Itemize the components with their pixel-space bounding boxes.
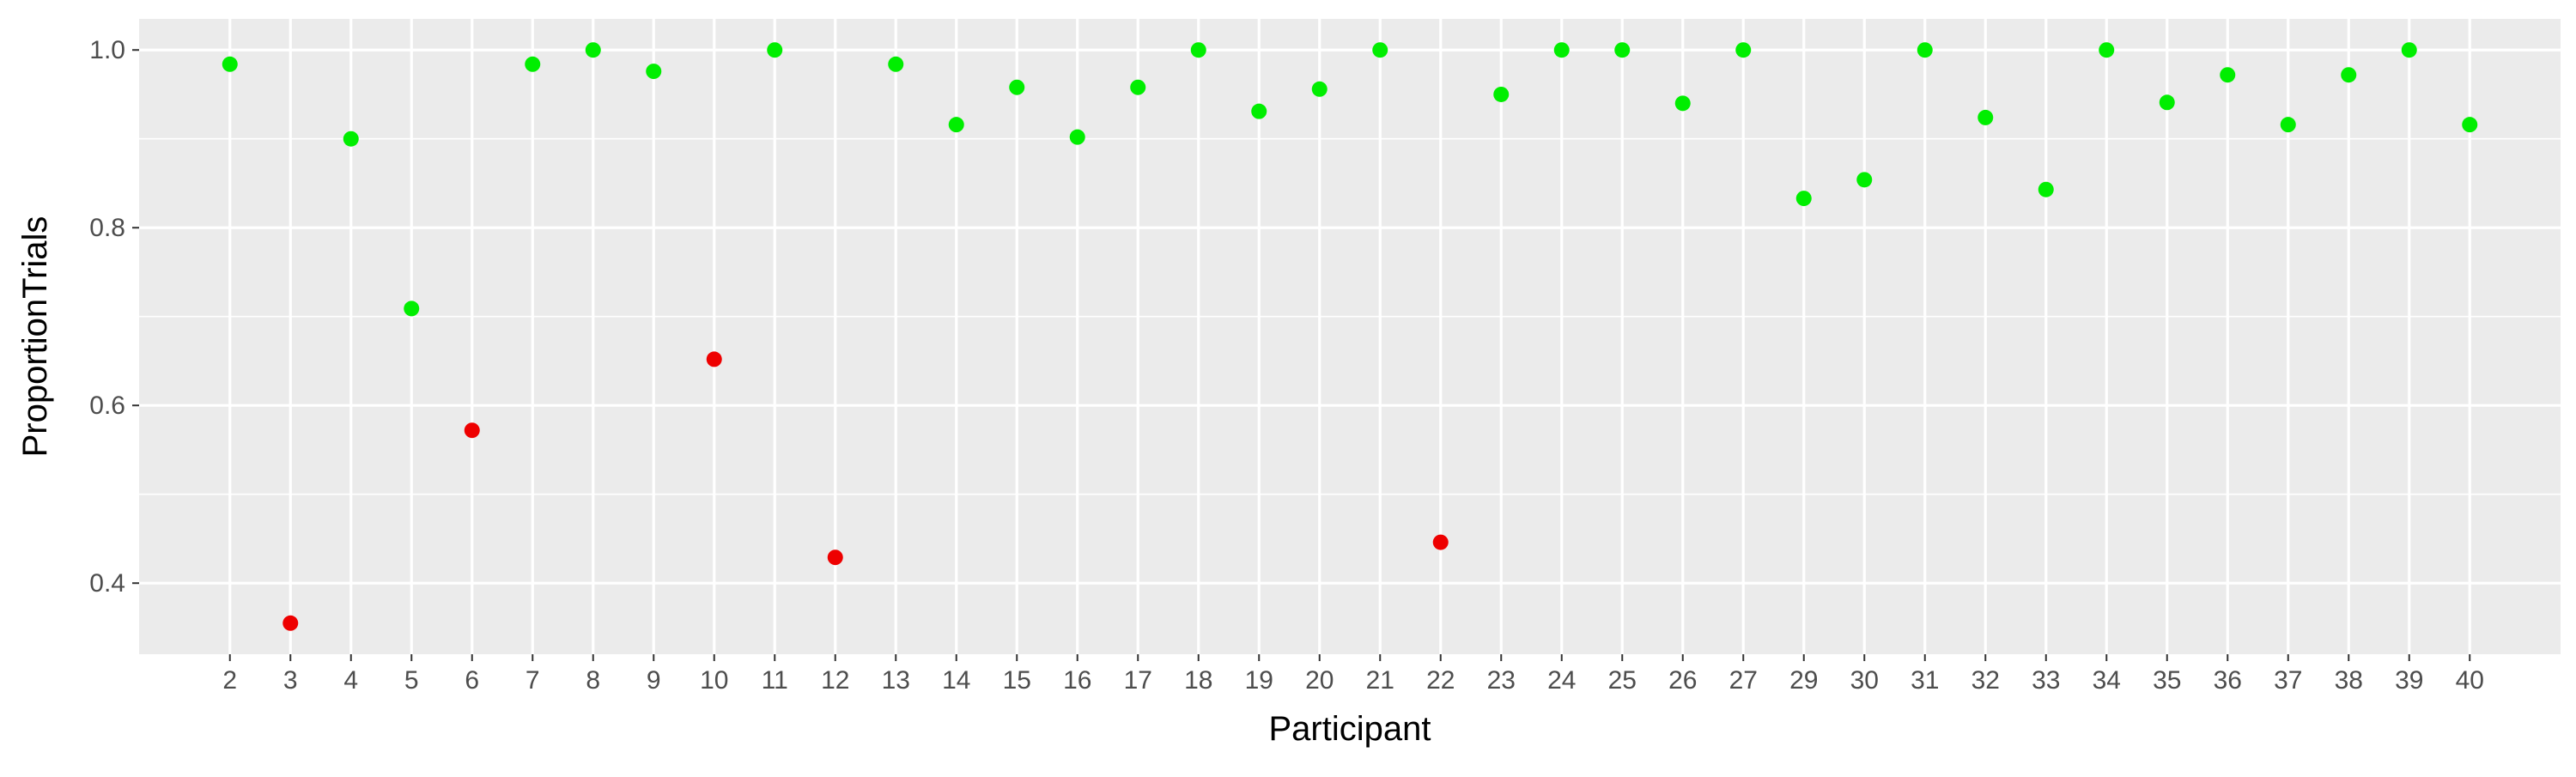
data-point-37	[2280, 117, 2296, 133]
data-point-13	[888, 56, 904, 72]
minor-gridlines	[139, 137, 2561, 495]
data-point-9	[646, 64, 662, 80]
data-point-16	[1069, 129, 1085, 145]
x-tick-label: 26	[1668, 666, 1697, 695]
x-tick-label: 37	[2274, 666, 2302, 695]
x-axis: 2 3 4 5 6 7 8 9 10 11 12 13 14 15 16 17 18 19 20 21 22 23 24 25…	[222, 654, 2484, 695]
data-point-27	[1735, 42, 1752, 58]
x-tick-label: 38	[2335, 666, 2363, 695]
x-tick-label: 4	[343, 666, 358, 695]
data-point-15	[1009, 79, 1025, 95]
x-axis-title: Participant	[1269, 710, 1431, 748]
data-point-26	[1674, 95, 1691, 112]
data-point-7	[525, 56, 541, 72]
x-tick-label: 18	[1184, 666, 1212, 695]
x-tick-label: 39	[2395, 666, 2423, 695]
data-point-39	[2401, 42, 2417, 58]
x-tick-label: 2	[222, 666, 237, 695]
data-point-23	[1493, 86, 1510, 102]
data-point-5	[404, 300, 420, 317]
x-tick-label: 6	[465, 666, 479, 695]
data-point-34	[2099, 42, 2115, 58]
x-tick-label: 27	[1729, 666, 1758, 695]
x-tick-label: 29	[1789, 666, 1818, 695]
x-tick-label: 31	[1911, 666, 1939, 695]
x-tick-label: 34	[2093, 666, 2121, 695]
data-point-3	[283, 615, 299, 631]
x-tick-label: 17	[1124, 666, 1152, 695]
x-tick-label: 19	[1245, 666, 1273, 695]
data-point-31	[1917, 42, 1933, 58]
x-tick-label: 8	[586, 666, 600, 695]
data-point-22	[1432, 534, 1449, 550]
data-point-25	[1614, 42, 1631, 58]
x-tick-label: 21	[1366, 666, 1394, 695]
data-point-21	[1372, 42, 1388, 58]
x-tick-label: 12	[821, 666, 849, 695]
y-tick-label: 0.6	[89, 392, 125, 420]
data-point-24	[1553, 42, 1570, 58]
x-tick-label: 23	[1487, 666, 1516, 695]
data-point-32	[1978, 109, 1994, 125]
x-tick-label: 36	[2214, 666, 2242, 695]
x-tick-label: 11	[762, 666, 788, 695]
plot-panel	[139, 19, 2561, 654]
data-point-8	[585, 42, 601, 58]
x-tick-label: 14	[942, 666, 970, 695]
y-axis: 0.4 0.6 0.8 1.0	[89, 36, 139, 598]
major-gridlines	[139, 19, 2561, 654]
x-tick-label: 22	[1426, 666, 1455, 695]
data-point-30	[1856, 172, 1873, 188]
x-tick-label: 9	[647, 666, 661, 695]
data-point-12	[827, 549, 843, 566]
x-tick-label: 35	[2153, 666, 2181, 695]
data-point-10	[706, 351, 722, 367]
x-tick-label: 40	[2456, 666, 2484, 695]
data-point-4	[343, 131, 359, 147]
x-tick-label: 15	[1003, 666, 1031, 695]
x-tick-label: 13	[882, 666, 910, 695]
y-tick-label: 0.8	[89, 214, 125, 242]
data-point-38	[2341, 67, 2357, 83]
data-points	[222, 42, 2478, 631]
data-point-40	[2462, 117, 2478, 133]
y-axis-title: ProportionTrials	[16, 216, 54, 458]
x-tick-label: 25	[1608, 666, 1637, 695]
data-point-6	[464, 422, 480, 439]
x-tick-label: 33	[2032, 666, 2060, 695]
x-tick-label: 3	[283, 666, 298, 695]
x-tick-label: 32	[1971, 666, 2000, 695]
x-tick-label: 30	[1850, 666, 1879, 695]
x-tick-label: 24	[1547, 666, 1576, 695]
data-point-14	[948, 117, 964, 133]
data-point-18	[1190, 42, 1206, 58]
data-point-20	[1311, 81, 1327, 97]
y-tick-label: 1.0	[89, 36, 125, 64]
data-point-29	[1795, 191, 1812, 207]
data-point-36	[2220, 67, 2236, 83]
data-point-11	[767, 42, 783, 58]
x-tick-label: 20	[1305, 666, 1334, 695]
data-point-35	[2159, 94, 2175, 111]
data-point-19	[1251, 103, 1267, 119]
data-point-2	[222, 56, 238, 72]
x-tick-label: 10	[700, 666, 728, 695]
y-tick-label: 0.4	[89, 569, 125, 598]
data-point-17	[1130, 79, 1146, 95]
x-tick-label: 7	[526, 666, 540, 695]
data-point-33	[2038, 181, 2054, 197]
x-tick-label: 16	[1063, 666, 1091, 695]
x-tick-label: 5	[404, 666, 419, 695]
